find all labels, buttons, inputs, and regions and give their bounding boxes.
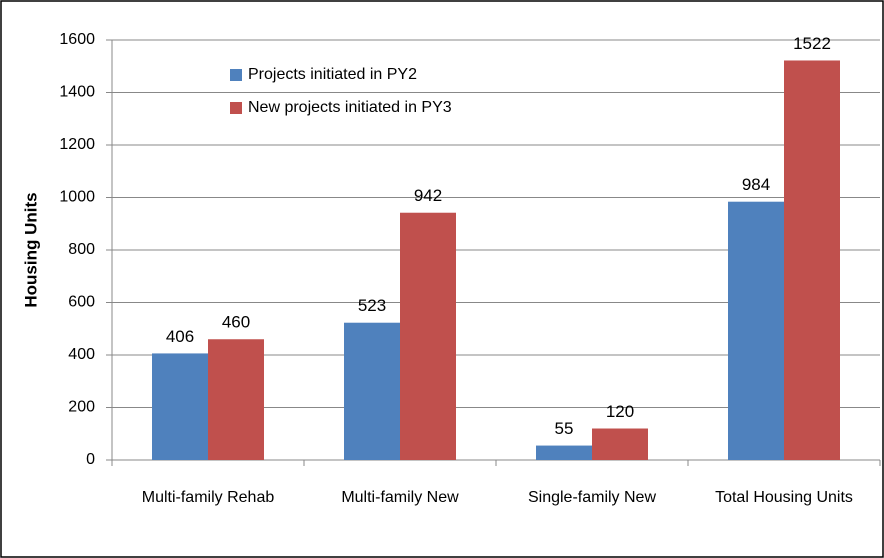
bar <box>784 60 840 460</box>
data-label: 55 <box>555 419 574 438</box>
y-tick-label: 600 <box>68 294 95 311</box>
y-tick-label: 1400 <box>59 84 95 101</box>
y-tick-label: 1600 <box>59 31 95 48</box>
y-tick-label: 200 <box>68 399 95 416</box>
legend-label: New projects initiated in PY3 <box>248 99 452 116</box>
bar <box>152 353 208 460</box>
data-label: 406 <box>166 327 194 346</box>
bar <box>536 445 592 460</box>
x-tick-label: Total Housing Units <box>715 489 853 506</box>
bar <box>592 428 648 460</box>
y-tick-label: 1000 <box>59 189 95 206</box>
data-label: 523 <box>358 296 386 315</box>
data-label: 1522 <box>793 34 831 53</box>
y-tick-label: 800 <box>68 241 95 258</box>
data-label: 120 <box>606 402 634 421</box>
bar <box>400 212 456 460</box>
data-label: 460 <box>222 313 250 332</box>
legend-label: Projects initiated in PY2 <box>248 66 417 83</box>
data-label: 942 <box>414 186 442 205</box>
data-label: 984 <box>742 175 770 194</box>
x-tick-label: Multi-family Rehab <box>142 489 275 506</box>
y-tick-label: 400 <box>68 346 95 363</box>
y-tick-label: 0 <box>86 451 95 468</box>
bar <box>728 201 784 460</box>
x-tick-label: Single-family New <box>528 489 656 506</box>
bar <box>208 339 264 460</box>
y-axis-label: Housing Units <box>21 192 40 307</box>
legend-swatch <box>230 69 242 81</box>
legend-swatch <box>230 102 242 114</box>
y-tick-label: 1200 <box>59 136 95 153</box>
x-tick-label: Multi-family New <box>341 489 459 506</box>
bar <box>344 322 400 460</box>
